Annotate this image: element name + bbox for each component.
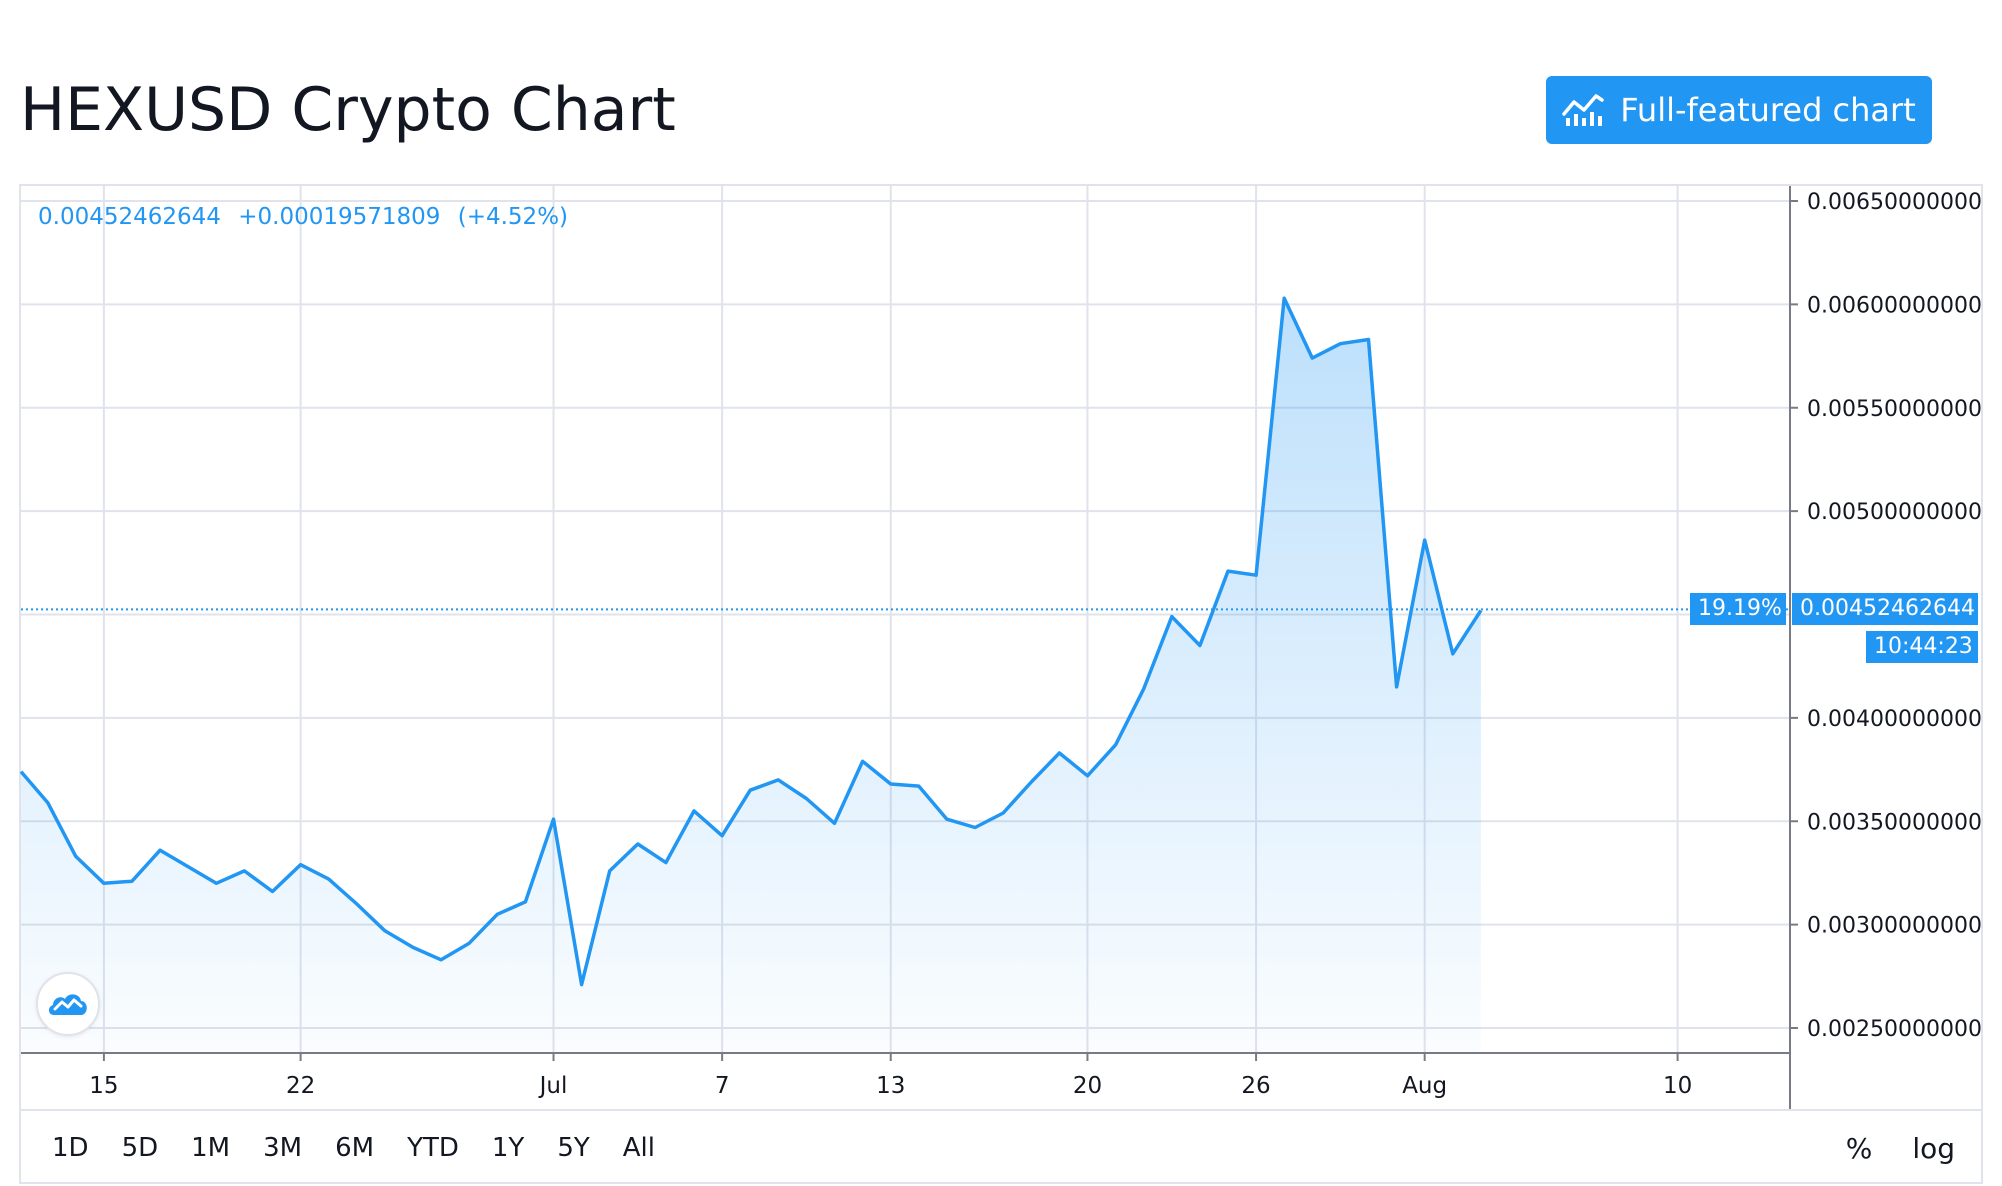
legend-change-pct: (+4.52%) (457, 204, 569, 230)
y-tick-label: 0.00250000000 (1807, 1017, 1982, 1042)
x-tick-label: 10 (1663, 1073, 1692, 1099)
countdown-tag: 10:44:23 (1866, 631, 1978, 664)
chart-frame (19, 184, 1983, 1184)
y-tick-label: 0.00500000000 (1807, 500, 1982, 525)
tradingview-logo[interactable] (36, 972, 100, 1036)
y-tick-label: 0.00600000000 (1807, 293, 1982, 318)
range-button-3m[interactable]: 3M (263, 1133, 303, 1163)
percent-scale-button[interactable]: % (1845, 1131, 1873, 1165)
range-button-1y[interactable]: 1Y (491, 1133, 525, 1163)
range-button-ytd[interactable]: YTD (407, 1133, 459, 1163)
x-tick-label: Aug (1402, 1073, 1447, 1099)
range-button-6m[interactable]: 6M (335, 1133, 375, 1163)
legend-price: 0.00452462644 (38, 204, 221, 230)
x-tick-label: 15 (89, 1073, 118, 1099)
range-button-all[interactable]: All (622, 1133, 655, 1163)
page-title: HEXUSD Crypto Chart (20, 75, 676, 145)
y-tick-label: 0.00350000000 (1807, 810, 1982, 835)
legend-change: +0.00019571809 (238, 204, 441, 230)
x-tick-label: Jul (538, 1073, 568, 1099)
range-selector: 1D 5D 1M 3M 6M YTD 1Y 5Y All % log (19, 1112, 1983, 1184)
current-price-tag: 0.00452462644 (1792, 593, 1978, 626)
cloud-chart-icon (48, 994, 87, 1015)
range-button-1m[interactable]: 1M (191, 1133, 231, 1163)
range-button-5d[interactable]: 5D (121, 1133, 159, 1163)
percent-change-tag: 19.19% (1690, 593, 1786, 626)
log-scale-button[interactable]: log (1912, 1131, 1955, 1165)
y-tick-label: 0.00650000000 (1807, 190, 1982, 215)
x-tick-label: 20 (1073, 1073, 1102, 1099)
range-button-1d[interactable]: 1D (52, 1133, 89, 1163)
chart-icon (1562, 94, 1605, 126)
x-tick-label: 7 (715, 1073, 730, 1099)
x-tick-label: 22 (286, 1073, 315, 1099)
y-tick-label: 0.00300000000 (1807, 914, 1982, 939)
full-featured-chart-label: Full-featured chart (1620, 91, 1916, 129)
series-area (21, 298, 1481, 1053)
range-button-5y[interactable]: 5Y (557, 1133, 590, 1163)
x-tick-label: 13 (876, 1073, 905, 1099)
series-line (19, 296, 1483, 987)
x-tick-label: 26 (1241, 1073, 1270, 1099)
y-tick-label: 0.00550000000 (1807, 397, 1982, 422)
y-tick-label: 0.00400000000 (1807, 707, 1982, 732)
full-featured-chart-button[interactable]: Full-featured chart (1546, 76, 1932, 144)
price-legend: 0.00452462644 +0.00019571809 (+4.52%) (38, 204, 578, 230)
